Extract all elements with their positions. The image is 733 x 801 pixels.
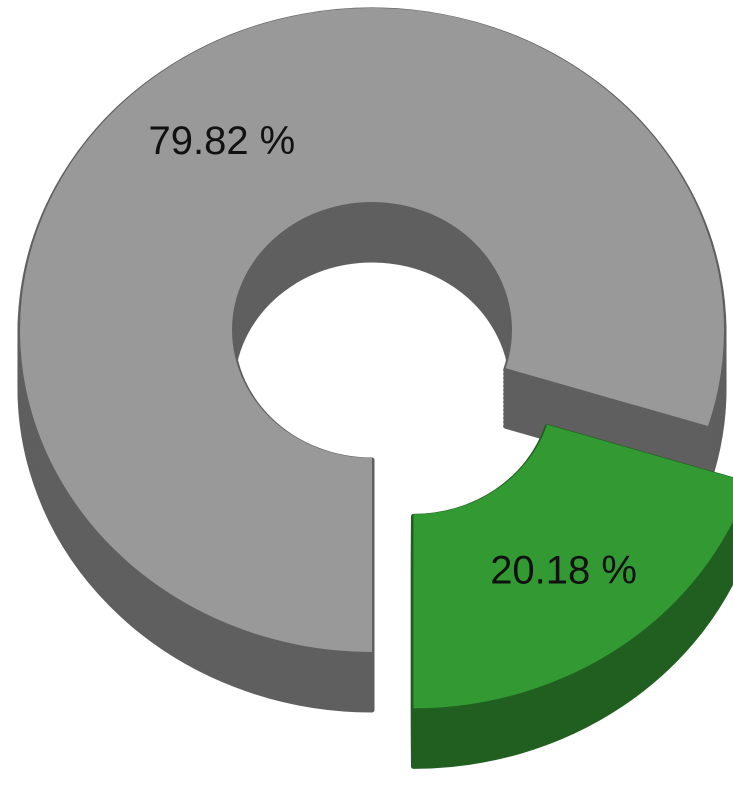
slice-label: 79.82 % — [148, 119, 295, 163]
slice — [20, 7, 725, 652]
slice — [413, 424, 733, 709]
slice-label: 20.18 % — [490, 549, 637, 593]
